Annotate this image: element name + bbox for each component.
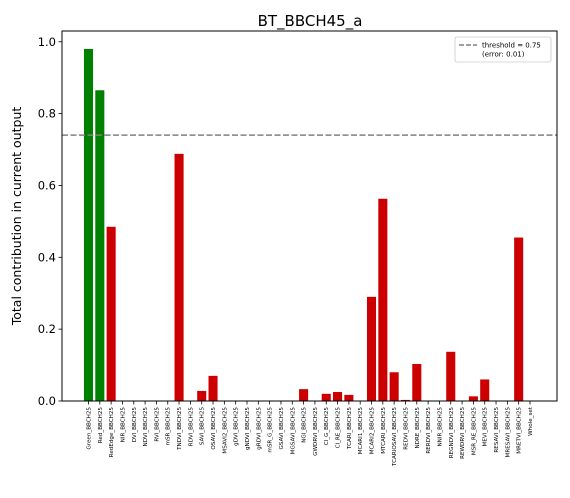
x-tick-label: MRESAVI_BBCH25	[505, 407, 511, 458]
bar-MSR_RE_BBCH25	[468, 396, 478, 401]
bar-RedEdge_BBCH25	[106, 226, 116, 401]
x-axis: Green_BBCH25 Red_BBCH25 RedEdge_BBCH25 NIR_…	[87, 401, 534, 467]
x-tick-label: MRETVI_BBCH25	[517, 407, 523, 454]
x-tick-label: RedEdge_BBCH25	[109, 407, 115, 458]
bar-TNDVI_BBCH25	[174, 153, 184, 401]
x-tick-label: MSAVI2_BBCH25	[222, 407, 228, 454]
legend: threshold = 0.75 (error: 0.01)	[454, 36, 552, 63]
x-tick-label: gDVI_BBCH25	[234, 407, 240, 446]
legend-threshold-label: threshold = 0.75	[482, 42, 541, 50]
bar-Green_BBCH25	[83, 48, 94, 402]
x-tick-label: mSR_G_BBCH25	[268, 407, 274, 453]
y-tick-label: 1.0	[38, 35, 56, 49]
y-axis: 0.0 0.2 0.4 0.6 0.8 1.0	[38, 35, 62, 408]
x-tick-label: NDVI_BBCH25	[143, 407, 149, 447]
bar-REGNDVI_BBCH25	[446, 351, 456, 401]
x-tick-label: REDVI_BBCH25	[403, 407, 409, 450]
x-tick-label: Red_BBCH25	[98, 407, 104, 444]
bar-MCARI2_BBCH25	[366, 296, 377, 401]
x-tick-label: SAVI_BBCH25	[200, 407, 206, 446]
x-tick-label: MGSAVI_BBCH25	[290, 407, 296, 455]
x-tick-label: MCARI1_BBCH25	[358, 407, 364, 455]
x-tick-label: NNIR_BBCH25	[437, 407, 443, 447]
bar-TCARIOSAVI_BBCH25	[389, 372, 399, 401]
legend-box	[454, 36, 552, 63]
bar-NDRE_BBCH25	[412, 364, 422, 401]
x-tick-label: GSAVI_BBCH25	[279, 407, 285, 450]
bar-REDVI_BBCH25	[400, 399, 411, 401]
x-tick-label: RERDVI_BBCH25	[426, 407, 432, 454]
y-axis-label: Total contribution in current output	[9, 107, 24, 327]
x-tick-label: CI_RE_BBCH25	[336, 407, 342, 449]
x-tick-label: TCARIOSAVI_BBCH25	[392, 407, 398, 467]
x-tick-label: OSAVI_BBCH25	[211, 407, 217, 450]
x-tick-label: RDVI_BBCH25	[188, 407, 194, 447]
bar-NGI_BBCH25	[299, 389, 309, 401]
x-tick-label: MCARI2_BBCH25	[370, 407, 376, 455]
y-tick-label: 0.4	[38, 250, 56, 264]
x-tick-label: MSR_RE_BBCH25	[471, 407, 477, 456]
y-tick-label: 0.8	[38, 107, 56, 121]
x-tick-label: Green_BBCH25	[87, 407, 93, 450]
x-tick-label: NGI_BBCH25	[302, 407, 308, 443]
bar-MRETVI_BBCH25	[514, 237, 524, 401]
x-tick-label: gNDVI_BBCH25	[245, 407, 251, 450]
x-tick-label: CI_G_BBCH25	[324, 407, 330, 446]
x-tick-label: REWDRVI_BBCH25	[460, 407, 466, 459]
legend-error-label: (error: 0.01)	[482, 51, 525, 59]
x-tick-label: TNDVI_BBCH25	[177, 407, 183, 451]
bar-MTCARI_BBCH25	[378, 198, 388, 401]
x-tick-label: RVI_BBCH25	[154, 407, 160, 442]
x-tick-label: TCARI_BBCH25	[347, 407, 353, 450]
bar-MEVI_BBCH25	[480, 379, 490, 401]
bar-OSAVI_BBCH25	[208, 375, 218, 401]
y-tick-label: 0.0	[38, 394, 56, 408]
bar-CI_RE_BBCH25	[333, 392, 343, 401]
plot-frame	[61, 30, 558, 402]
x-tick-label: mSR_BBCH25	[166, 407, 172, 446]
bar-TCARI_BBCH25	[344, 394, 354, 401]
bar-Red_BBCH25	[95, 90, 105, 402]
x-tick-label: NDRE_BBCH25	[415, 407, 421, 449]
x-tick-label: GWDRVI_BBCH25	[313, 407, 319, 456]
bar-CI_G_BBCH25	[321, 393, 331, 401]
chart-title: BT_BBCH45_a	[258, 12, 363, 31]
x-tick-label: MTCARI_BBCH25	[381, 407, 387, 454]
x-tick-label: REGNDVI_BBCH25	[449, 407, 455, 459]
bars-group	[83, 48, 524, 402]
bar-SAVI_BBCH25	[197, 390, 207, 401]
x-tick-label: RESAVI_BBCH25	[494, 407, 500, 453]
x-tick-label: MEVI_BBCH25	[483, 407, 489, 447]
y-tick-label: 0.6	[38, 178, 56, 192]
x-tick-label: NIR_BBCH25	[120, 407, 126, 443]
x-tick-label: DVI_BBCH25	[132, 407, 138, 443]
x-tick-label: Whole_set	[528, 406, 534, 436]
y-tick-label: 0.2	[38, 322, 56, 336]
x-tick-label: gRDVI_BBCH25	[256, 407, 262, 450]
